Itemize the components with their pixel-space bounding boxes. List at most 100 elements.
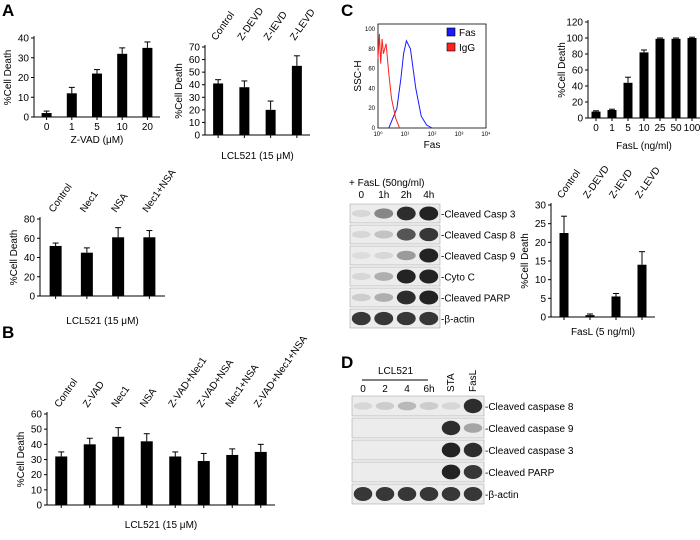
x-tick-label: 10 (638, 123, 650, 134)
bar-Nec1+NSA (226, 454, 239, 505)
series-IgG (377, 33, 401, 129)
band-label: -Cleaved caspase 9 (485, 424, 574, 435)
x-tick-label: Control (47, 182, 75, 215)
x-tick-label: Control (53, 377, 81, 410)
x-tick-label: Nec1 (78, 189, 101, 215)
y-tick-label: 20 (24, 272, 36, 283)
bar-5 (92, 73, 102, 117)
band (441, 402, 461, 410)
y-tick-label: 30 (18, 53, 30, 64)
blot-strip (351, 395, 485, 417)
band (374, 293, 394, 302)
x-axis-label: Z-VAD (μM) (71, 135, 124, 146)
bar-Z-LEVD (637, 264, 647, 317)
band (441, 464, 461, 480)
y-tick-label: 20 (535, 238, 547, 249)
x-tick-label: 20 (142, 122, 154, 133)
bar-0 (591, 111, 601, 118)
x-axis-label: FasL (ng/ml) (616, 141, 672, 152)
x-tick-label: 5 (94, 122, 100, 133)
x-tick-label: NSA (110, 191, 131, 214)
band (353, 487, 373, 501)
bar-Nec1+NSA (143, 237, 156, 296)
x-axis-label: LCL521 (15 μM) (125, 520, 197, 531)
y-tick-label: 50 (31, 425, 43, 436)
band-label: -Cleaved Casp 8 (441, 231, 516, 242)
band-label: -β-actin (485, 490, 519, 501)
bar-20 (142, 47, 153, 117)
band (351, 230, 371, 239)
band (353, 402, 373, 410)
bar-NSA (140, 441, 153, 505)
y-tick-label: 60 (31, 410, 43, 421)
bar-1 (66, 93, 77, 117)
band (397, 401, 417, 411)
band (374, 208, 394, 219)
blot-c: + FasL (50ng/ml)0 1h 2h 4h -Cleaved Casp 3 -C… (349, 178, 516, 329)
band (441, 420, 461, 436)
bar-Control (559, 233, 569, 317)
bar-Z-VAD+Nec1 (169, 456, 182, 505)
bar-Z-VAD+NSA (197, 461, 210, 505)
x-tick-label: 100 (684, 123, 700, 134)
lane-label: 6h (423, 384, 434, 395)
band (463, 398, 483, 414)
band (351, 252, 371, 259)
legend-label: Fas (459, 28, 476, 39)
y-tick-label: 60 (572, 66, 584, 77)
blot-header: + FasL (50ng/ml) (349, 178, 425, 189)
band (419, 227, 439, 242)
band (351, 272, 371, 281)
y-tick-label: 100 (566, 34, 583, 45)
bar-NSA (112, 237, 125, 296)
bar-10 (117, 53, 128, 117)
x-axis-label: FasL (5 ng/ml) (571, 327, 635, 338)
lane-label: 2h (401, 190, 412, 201)
x-tick-label: Z-VAD (81, 379, 107, 409)
band-label: -Cyto C (441, 273, 475, 284)
bar-50 (671, 38, 681, 118)
blot-header: LCL521 (378, 366, 413, 377)
band (419, 311, 439, 326)
bar-5 (623, 82, 633, 118)
band-label: -Cleaved Casp 3 (441, 210, 516, 221)
band (463, 465, 483, 479)
y-tick-label: 100 (365, 27, 376, 33)
bar-Z-DEVD (585, 315, 595, 317)
y-tick-label: 30 (31, 455, 43, 466)
band (419, 269, 439, 284)
lane-label: 1h (378, 190, 389, 201)
y-tick-label: 0 (29, 292, 35, 303)
x-tick-label: 10⁰ (373, 131, 383, 138)
x-tick-label: 10³ (455, 132, 464, 138)
blot-strip (349, 224, 441, 245)
band (441, 487, 461, 501)
x-tick-label: 0 (44, 122, 50, 133)
band-label: -Cleaved PARP (485, 468, 555, 479)
bar-Z-IEVD (611, 296, 621, 317)
y-tick-label: 30 (535, 201, 547, 212)
x-tick-label: 10 (117, 122, 129, 133)
lane-label: 4h (423, 190, 434, 201)
x-tick-label: Z-LEVD (288, 7, 317, 42)
bar-10 (639, 52, 649, 118)
panel-label-a: A (2, 1, 14, 20)
band (463, 487, 483, 501)
bar-Control (49, 245, 62, 296)
lane-label: FasL (468, 369, 479, 392)
x-axis-label: LCL521 (15 μM) (66, 316, 138, 327)
band (463, 442, 483, 458)
band (397, 487, 417, 501)
x-tick-label: NSA (138, 386, 159, 409)
lane-label: 0 (358, 190, 364, 201)
y-tick-label: 40 (31, 440, 43, 451)
lane-label: 2 (382, 384, 388, 395)
band (419, 402, 439, 410)
y-tick-label: 80 (368, 47, 375, 53)
x-tick-label: Nec1+NSA (141, 167, 179, 214)
plot-frame (377, 23, 487, 129)
y-tick-label: 10 (535, 275, 547, 286)
band (463, 423, 483, 433)
y-tick-label: 25 (535, 219, 547, 230)
bar-Nec1 (112, 436, 125, 505)
